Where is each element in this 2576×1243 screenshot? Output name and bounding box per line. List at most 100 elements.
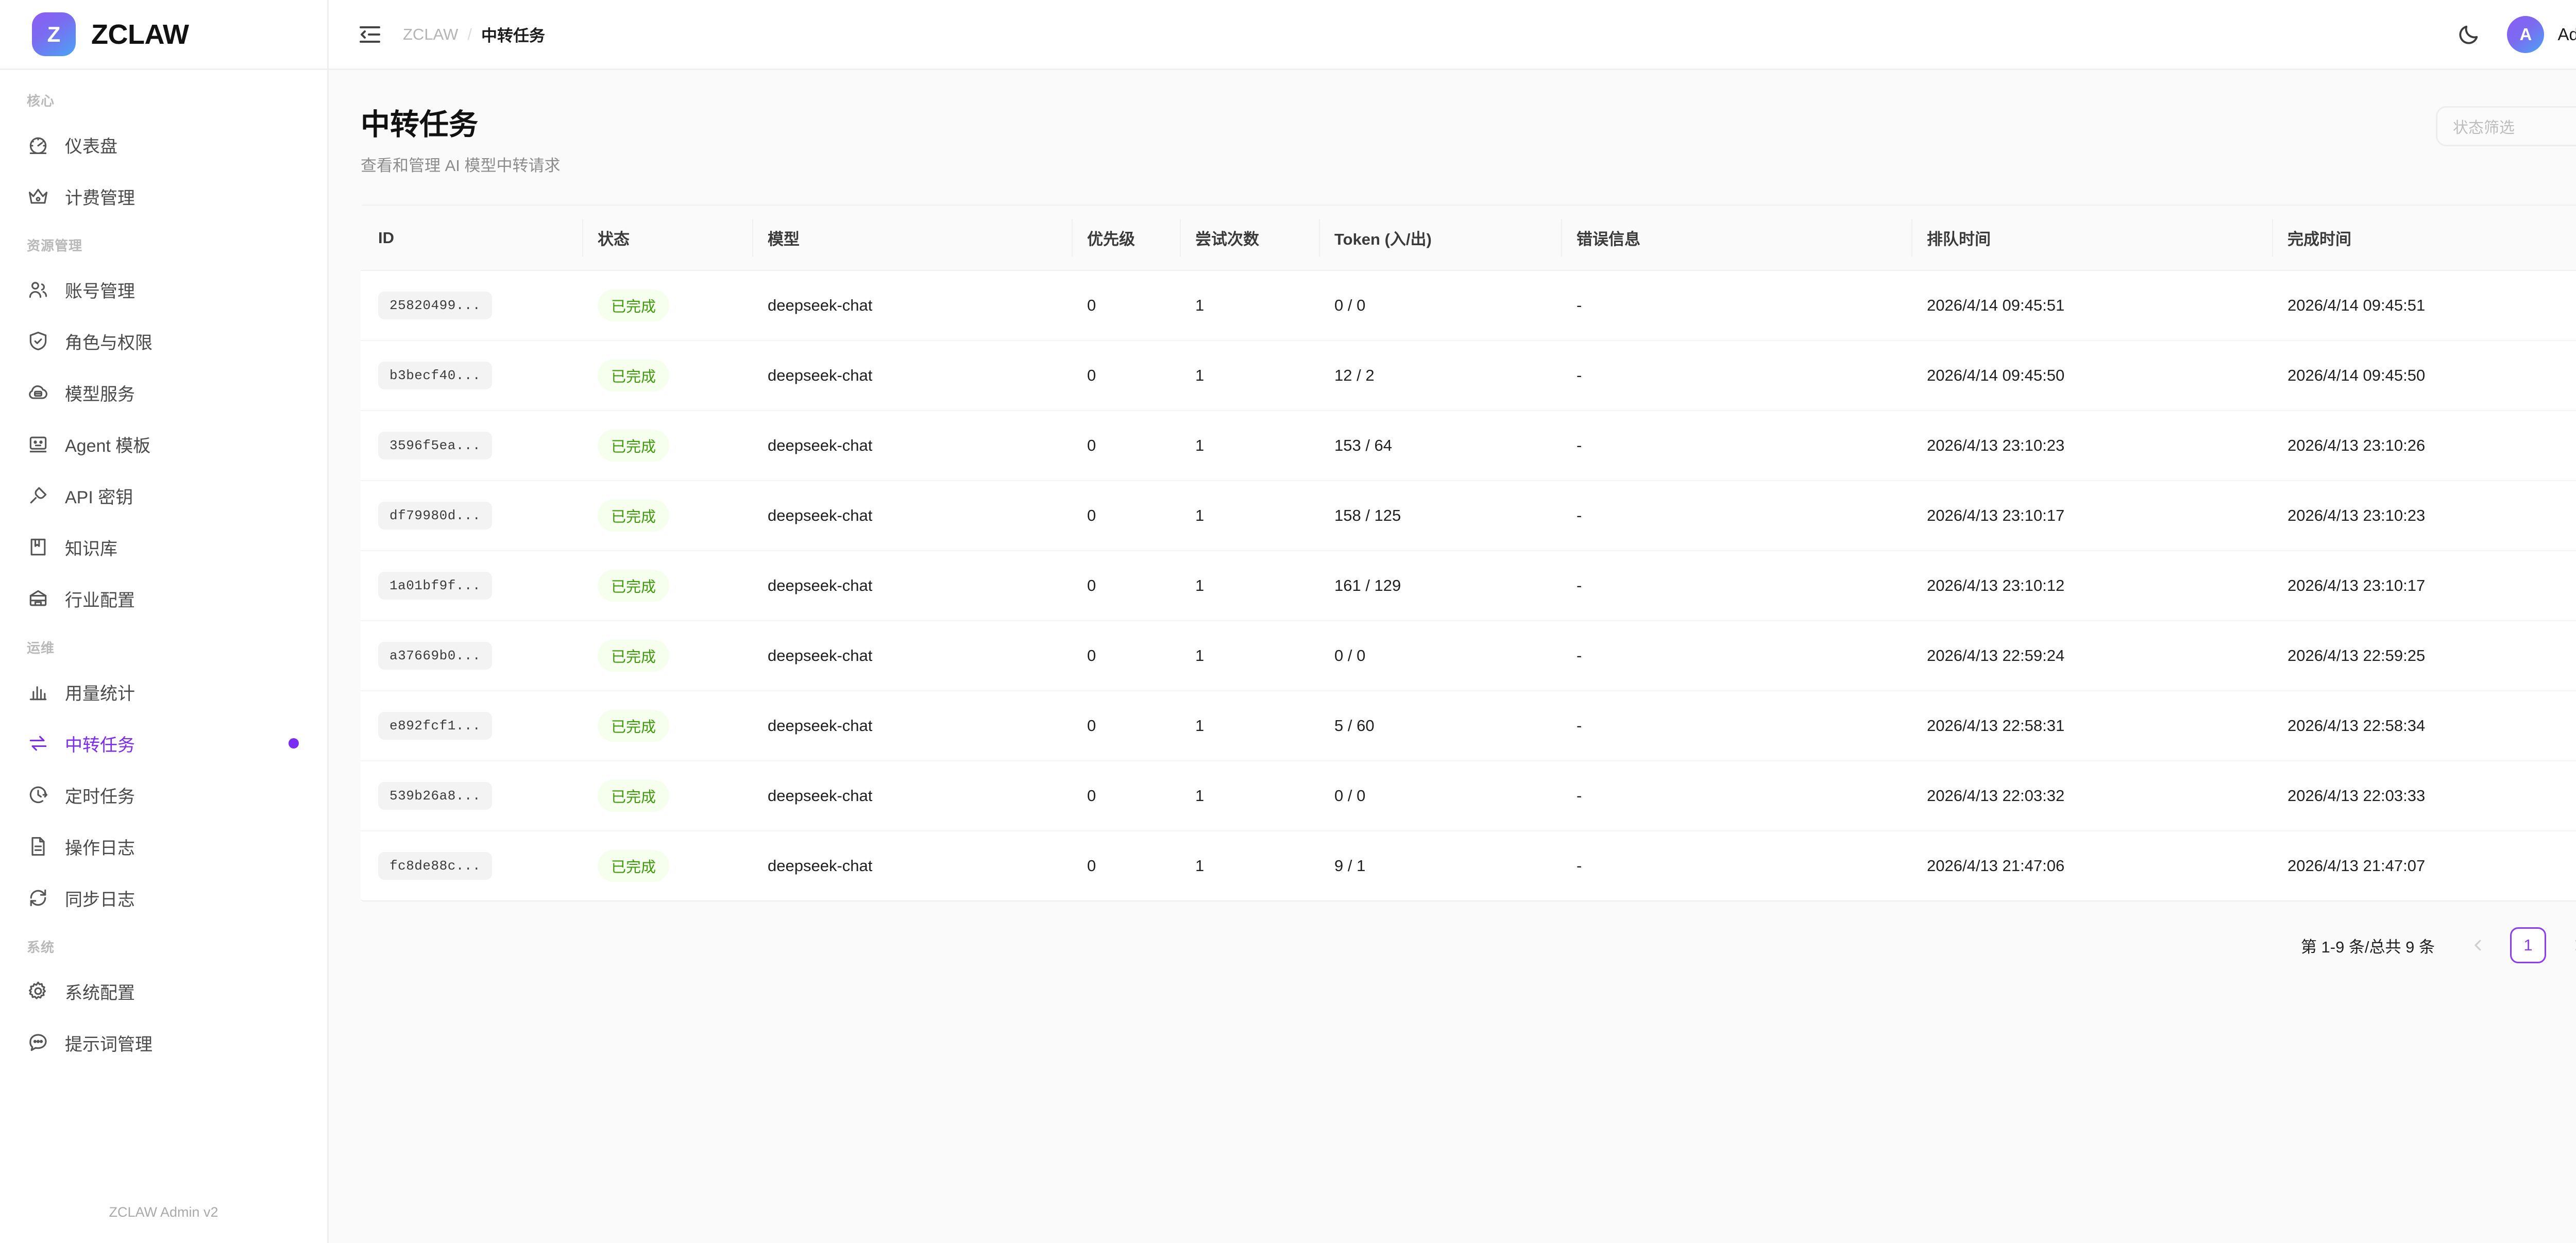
cell-status: 已完成 bbox=[582, 551, 752, 621]
task-id-pill[interactable]: df79980d... bbox=[378, 502, 493, 530]
cell-status: 已完成 bbox=[582, 691, 752, 761]
status-badge: 已完成 bbox=[598, 290, 670, 321]
pagination-prev-icon[interactable] bbox=[2464, 931, 2493, 960]
brand-name: ZCLAW bbox=[91, 19, 189, 50]
cell-model: deepseek-chat bbox=[752, 691, 1072, 761]
cell-queued: 2026/4/13 23:10:12 bbox=[1911, 551, 2272, 621]
cell-error: - bbox=[1561, 551, 1911, 621]
user-menu[interactable]: A Admin bbox=[2507, 15, 2576, 53]
cell-finished: 2026/4/13 22:03:33 bbox=[2272, 761, 2576, 831]
cell-status: 已完成 bbox=[582, 831, 752, 900]
column-header-queued[interactable]: 排队时间 bbox=[1911, 206, 2272, 271]
menu-collapse-icon[interactable] bbox=[357, 21, 383, 48]
cell-queued: 2026/4/13 22:03:32 bbox=[1911, 761, 2272, 831]
task-id-pill[interactable]: 25820499... bbox=[378, 292, 493, 319]
sidebar-item-3[interactable]: 定时任务 bbox=[0, 769, 327, 821]
brand[interactable]: Z ZCLAW bbox=[0, 0, 327, 70]
cell-error: - bbox=[1561, 691, 1911, 761]
cell-error: - bbox=[1561, 340, 1911, 411]
cell-attempts: 1 bbox=[1180, 621, 1319, 691]
cell-id: df79980d... bbox=[361, 481, 582, 551]
pagination-next-icon[interactable] bbox=[2564, 931, 2576, 960]
breadcrumb-root[interactable]: ZCLAW bbox=[403, 25, 459, 43]
cell-finished: 2026/4/13 23:10:23 bbox=[2272, 481, 2576, 551]
sidebar-item-2-active[interactable]: 中转任务 bbox=[0, 718, 327, 769]
status-filter-select[interactable]: 状态筛选 bbox=[2436, 106, 2576, 146]
cell-finished: 2026/4/14 09:45:51 bbox=[2272, 270, 2576, 341]
column-header-token[interactable]: Token (入/出) bbox=[1319, 206, 1561, 271]
table-row[interactable]: fc8de88c... 已完成 deepseek-chat 0 1 9 / 1 - 2026/… bbox=[361, 831, 2576, 900]
task-id-pill[interactable]: a37669b0... bbox=[378, 642, 493, 670]
pagination-page-1[interactable]: 1 bbox=[2510, 927, 2546, 963]
sidebar-item-2[interactable]: 计费管理 bbox=[0, 171, 327, 222]
sidebar-group: 系统 系统配置 提示词管理 bbox=[0, 937, 327, 1068]
pagination-summary: 第 1-9 条/总共 9 条 bbox=[2300, 938, 2435, 956]
column-header-finished[interactable]: 完成时间 bbox=[2272, 206, 2576, 271]
table-row[interactable]: e892fcf1... 已完成 deepseek-chat 0 1 5 / 60-2026… bbox=[361, 691, 2576, 761]
sidebar-item-5[interactable]: API 密钥 bbox=[0, 470, 327, 521]
task-id-pill[interactable]: 3596f5ea... bbox=[378, 432, 493, 459]
status-badge: 已完成 bbox=[598, 570, 670, 602]
sidebar-item-label: 提示词管理 bbox=[65, 1034, 152, 1054]
column-header-id[interactable]: ID bbox=[361, 206, 582, 271]
cell-model: deepseek-chat bbox=[752, 270, 1072, 341]
sidebar-item-1[interactable]: 用量统计 bbox=[0, 666, 327, 718]
page-title: 中转任务 bbox=[361, 108, 478, 141]
sidebar-item-2[interactable]: 角色与权限 bbox=[0, 315, 327, 367]
table-row[interactable]: 1a01bf9f... 已完成 deepseek-chat 0 1 161 / 129-2… bbox=[361, 551, 2576, 621]
column-header-status[interactable]: 状态 bbox=[582, 206, 752, 271]
cell-priority: 0 bbox=[1072, 411, 1180, 481]
cell-model: deepseek-chat bbox=[752, 411, 1072, 481]
moon-icon[interactable] bbox=[2454, 20, 2483, 49]
table-row[interactable]: df79980d... 已完成 deepseek-chat 0 1 158 / 125-2… bbox=[361, 481, 2576, 551]
sidebar-item-label: 行业配置 bbox=[65, 590, 135, 610]
table-row[interactable]: 539b26a8... 已完成 deepseek-chat 0 1 0 / 0-2026/… bbox=[361, 761, 2576, 831]
cell-finished: 2026/4/13 23:10:26 bbox=[2272, 411, 2576, 481]
task-id-pill[interactable]: 539b26a8... bbox=[378, 782, 493, 810]
task-id-pill[interactable]: fc8de88c... bbox=[378, 852, 493, 880]
status-badge: 已完成 bbox=[598, 780, 670, 812]
sidebar-item-1[interactable]: 仪表盘 bbox=[0, 119, 327, 171]
sidebar-item-1[interactable]: 账号管理 bbox=[0, 264, 327, 315]
cell-error: - bbox=[1561, 270, 1911, 341]
sidebar-item-6[interactable]: 知识库 bbox=[0, 521, 327, 573]
cell-status: 已完成 bbox=[582, 481, 752, 551]
topbar-actions: A Admin bbox=[2454, 15, 2576, 53]
task-id-pill[interactable]: e892fcf1... bbox=[378, 712, 493, 740]
column-header-priority[interactable]: 优先级 bbox=[1072, 206, 1180, 271]
table-row[interactable]: 3596f5ea... 已完成 deepseek-chat 0 1 153 / 64-20… bbox=[361, 411, 2576, 481]
table-row[interactable]: 25820499... 已完成 deepseek-chat 0 1 0 / 0-2026/… bbox=[361, 270, 2576, 341]
sidebar-item-3[interactable]: 模型服务 bbox=[0, 367, 327, 418]
sidebar-item-label: 用量统计 bbox=[65, 684, 135, 704]
sidebar-item-7[interactable]: 行业配置 bbox=[0, 573, 327, 624]
sidebar-item-5[interactable]: 同步日志 bbox=[0, 872, 327, 924]
cell-model: deepseek-chat bbox=[752, 481, 1072, 551]
sidebar-item-label: Agent 模板 bbox=[65, 436, 151, 456]
sidebar-item-4[interactable]: Agent 模板 bbox=[0, 418, 327, 470]
tasks-table: ID 状态 模型 优先级 尝试次数 Token (入/出) 错误信息 排队时间 … bbox=[361, 206, 2576, 900]
column-header-error[interactable]: 错误信息 bbox=[1561, 206, 1911, 271]
column-header-model[interactable]: 模型 bbox=[752, 206, 1072, 271]
sidebar-item-4[interactable]: 操作日志 bbox=[0, 821, 327, 872]
table-row[interactable]: a37669b0... 已完成 deepseek-chat 0 1 0 / 0-2026/… bbox=[361, 621, 2576, 691]
crown-icon bbox=[27, 185, 49, 208]
cell-attempts: 1 bbox=[1180, 691, 1319, 761]
cell-token: 12 / 2 bbox=[1319, 340, 1561, 411]
task-id-pill[interactable]: b3becf40... bbox=[378, 362, 493, 389]
cell-model: deepseek-chat bbox=[768, 857, 873, 875]
sidebar-group: 运维 用量统计 中转任务 定时任务 操作日志 同步日志 bbox=[0, 638, 327, 924]
sidebar-item-2[interactable]: 提示词管理 bbox=[0, 1017, 327, 1068]
cell-priority: 0 bbox=[1072, 481, 1180, 551]
sidebar-group-label: 资源管理 bbox=[27, 238, 83, 253]
sidebar-item-1[interactable]: 系统配置 bbox=[0, 965, 327, 1017]
cell-attempts: 1 bbox=[1180, 761, 1319, 831]
column-header-attempts[interactable]: 尝试次数 bbox=[1180, 206, 1319, 271]
task-id-pill[interactable]: 1a01bf9f... bbox=[378, 572, 493, 600]
cell-token: 161 / 129 bbox=[1319, 551, 1561, 621]
table-body: 25820499... 已完成 deepseek-chat 0 1 0 / 0-2026/… bbox=[361, 270, 2576, 900]
breadcrumb: ZCLAW / 中转任务 bbox=[403, 23, 545, 46]
sync-icon bbox=[27, 887, 49, 909]
table-row[interactable]: b3becf40... 已完成 deepseek-chat 0 1 12 / 2-2026… bbox=[361, 340, 2576, 411]
cell-finished: 2026/4/13 23:10:17 bbox=[2272, 551, 2576, 621]
